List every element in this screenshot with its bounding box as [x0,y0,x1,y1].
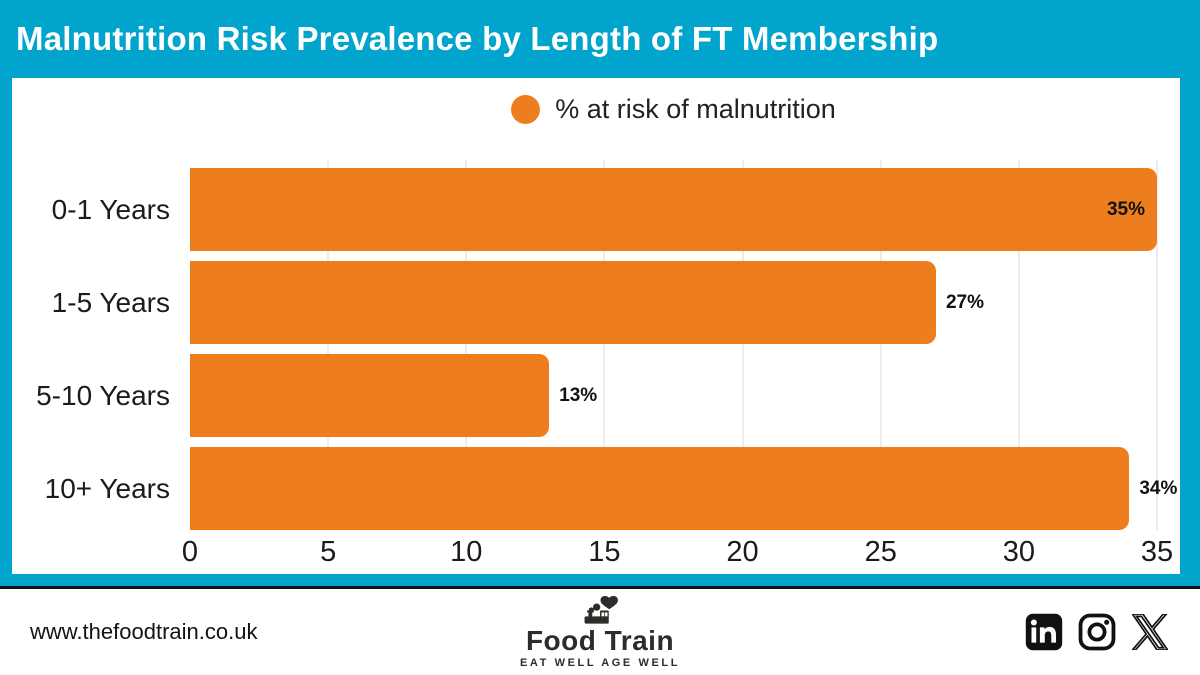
instagram-icon[interactable] [1077,612,1117,652]
gridline [327,160,330,530]
bar[interactable] [190,354,550,437]
bar[interactable] [190,261,936,344]
gridline [603,160,606,530]
value-label: 13% [559,384,598,406]
bar-rows: 0-1 Years 35% 1-5 Years 27% 5-10 Years 13% 10+… [12,140,1180,535]
footer-divider [0,586,1200,589]
bar-track: 35% [190,168,1157,251]
gridline [465,160,468,530]
category-label: 10+ Years [44,472,170,504]
category-label: 1-5 Years [51,286,170,318]
social-icons [680,612,1170,652]
bar-row: 5-10 Years 13% [12,349,1180,442]
legend-marker-icon [511,94,541,124]
footer-left: www.thefoodtrain.co.uk [30,619,520,645]
bar-row: 10+ Years 34% [12,442,1180,535]
category-label: 0-1 Years [51,193,170,225]
x-tick-label: 20 [726,536,759,568]
page-title: Malnutrition Risk Prevalence by Length o… [16,20,939,57]
bar-track: 27% [190,261,1157,344]
x-tick-label: 30 [1002,536,1035,568]
chart-section: % at risk of malnutrition 0-1 Years 35% 1-… [0,78,1200,586]
x-tick-label: 10 [450,536,483,568]
linkedin-icon[interactable] [1024,612,1064,652]
category-label: 5-10 Years [36,379,170,411]
bar-track: 34% [190,447,1177,530]
legend-row: % at risk of malnutrition [190,78,1157,140]
gridline [1017,160,1020,530]
title-bar: Malnutrition Risk Prevalence by Length o… [0,0,1200,78]
bar-track: 13% [190,354,1157,437]
bar-chart: 0-1 Years 35% 1-5 Years 27% 5-10 Years 13% 10+… [12,140,1180,574]
x-tick-label: 0 [181,536,199,568]
legend: % at risk of malnutrition [511,94,836,125]
foodtrain-logo: Food Train EAT WELL AGE WELL [519,595,681,669]
x-icon[interactable] [1130,612,1170,652]
value-label: 34% [1139,477,1178,499]
value-label: 35% [1106,198,1145,220]
bar[interactable]: 35% [190,168,1157,251]
bar-row: 0-1 Years 35% [12,163,1180,256]
value-label: 27% [945,291,984,313]
website-link[interactable]: www.thefoodtrain.co.uk [30,619,258,644]
x-axis: 0 5 10 15 20 25 30 35 [182,530,1173,574]
footer: www.thefoodtrain.co.uk Food Train EAT WE… [0,589,1200,675]
bar-row: 1-5 Years 27% [12,256,1180,349]
train-heart-icon [584,595,618,624]
x-tick-label: 5 [320,536,337,568]
gridline [741,160,744,530]
bar[interactable] [190,447,1130,530]
logo-tagline: EAT WELL AGE WELL [519,656,681,669]
legend-label: % at risk of malnutrition [555,93,836,124]
chart-panel: % at risk of malnutrition 0-1 Years 35% 1-… [12,78,1180,574]
gridline [1156,160,1158,530]
gridline [879,160,882,530]
x-tick-label: 25 [864,536,897,568]
x-tick-label: 35 [1140,536,1174,568]
logo-wordmark: Food Train [525,624,675,656]
x-tick-label: 15 [588,536,621,568]
gridlines [190,160,1158,530]
